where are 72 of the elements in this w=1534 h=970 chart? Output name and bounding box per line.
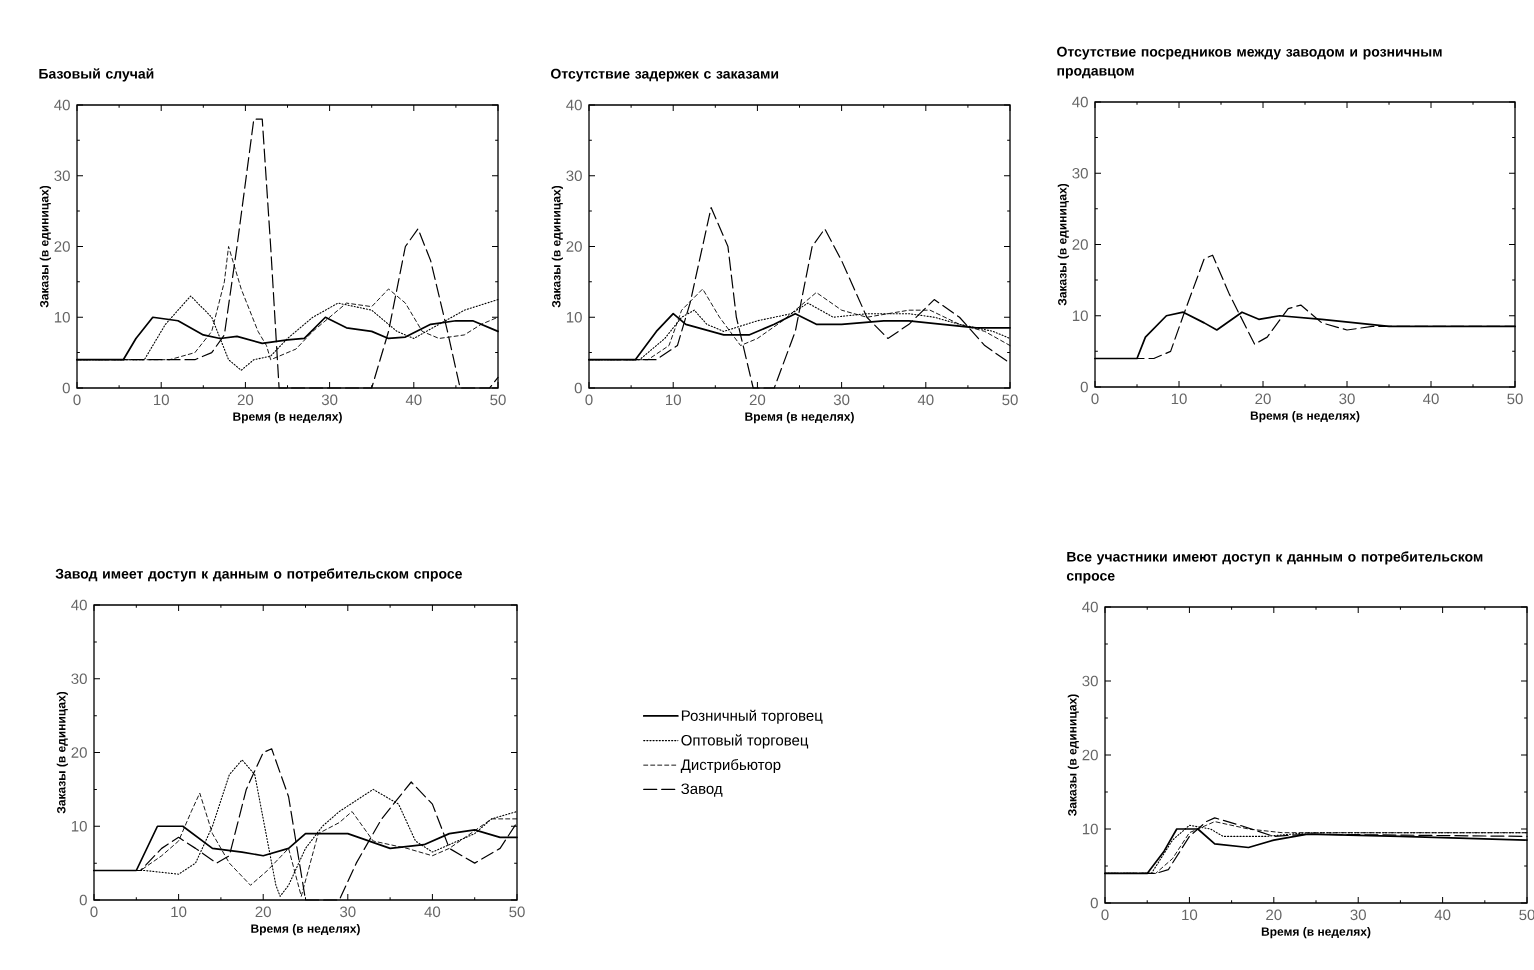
y-tick-label: 30: [54, 170, 70, 182]
y-tick-label: 10: [566, 311, 582, 323]
x-tick-label: 10: [154, 394, 169, 406]
x-tick-label: 20: [237, 394, 254, 406]
x-axis-title: Время (в неделях): [233, 412, 342, 424]
legend-label: Розничный торговец: [681, 709, 823, 724]
x-tick-label: 30: [1350, 909, 1366, 921]
x-axis-title: Время (в неделях): [1261, 927, 1371, 939]
x-tick-label: 20: [255, 906, 271, 918]
x-axis-title: Время (в неделях): [745, 412, 854, 424]
x-tick-label: 10: [666, 394, 681, 406]
x-tick-label: 50: [1507, 393, 1523, 405]
x-tick-label: 30: [833, 394, 850, 406]
x-tick-label: 10: [1171, 393, 1187, 405]
x-tick-label: 50: [1002, 394, 1018, 406]
y-tick-label: 30: [566, 170, 582, 182]
x-tick-label: 0: [90, 906, 98, 918]
x-tick-label: 30: [340, 906, 356, 918]
y-tick-label: 20: [1072, 239, 1088, 250]
y-tick-label: 0: [1080, 381, 1088, 393]
y-tick-label: 30: [71, 673, 87, 685]
x-tick-label: 50: [509, 906, 525, 918]
y-tick-label: 0: [62, 382, 70, 394]
chart-title: Отсутствие посредников между заводом и розничным продавцом: [1057, 46, 1442, 79]
chart-title: Базовый случай: [39, 68, 154, 82]
y-axis-title: Заказы (в единицах): [39, 185, 51, 308]
chart-title: Отсутствие задержек с заказами: [551, 68, 779, 82]
x-tick-label: 0: [1101, 909, 1109, 921]
legend-label: Завод: [681, 783, 723, 797]
x-tick-label: 40: [405, 394, 422, 406]
x-axis-title: Время (в неделях): [251, 924, 360, 936]
y-tick-label: 10: [1072, 310, 1088, 322]
x-tick-label: 10: [171, 906, 187, 918]
y-axis-title: Заказы (в единицах): [1057, 183, 1069, 306]
x-tick-label: 30: [321, 394, 338, 406]
y-tick-label: 10: [71, 820, 87, 832]
y-tick-label: 30: [1072, 167, 1088, 179]
x-tick-label: 10: [1182, 909, 1198, 921]
y-axis-title: Заказы (в единицах): [551, 185, 563, 308]
x-tick-label: 50: [490, 394, 506, 406]
x-tick-label: 50: [1519, 909, 1534, 921]
y-tick-label: 40: [1082, 601, 1098, 613]
x-tick-label: 40: [424, 906, 441, 918]
x-tick-label: 40: [1423, 393, 1439, 405]
y-tick-label: 10: [54, 311, 70, 323]
x-tick-label: 20: [749, 394, 766, 406]
y-tick-label: 20: [71, 747, 87, 758]
y-tick-label: 20: [1082, 749, 1098, 761]
x-tick-label: 20: [1255, 393, 1271, 405]
y-tick-label: 0: [574, 382, 582, 394]
chart-title: Все участники имеют доступ к данным о потребительском спросе: [1066, 551, 1483, 584]
legend-label: Оптовый торговец: [681, 734, 809, 749]
y-tick-label: 0: [1090, 897, 1098, 909]
y-tick-label: 20: [54, 241, 70, 252]
legend-label: Дистрибьютор: [680, 758, 781, 774]
x-tick-label: 0: [585, 394, 593, 406]
y-tick-label: 10: [1082, 823, 1098, 835]
x-tick-label: 40: [1434, 909, 1451, 921]
chart-title: Завод имеет доступ к данным о потребительском спросе: [55, 568, 462, 582]
y-tick-label: 40: [566, 99, 582, 111]
x-axis-title: Время (в неделях): [1250, 411, 1360, 423]
y-tick-label: 40: [54, 99, 70, 111]
y-axis-title: Заказы (в единицах): [56, 691, 68, 814]
y-tick-label: 40: [1072, 96, 1088, 108]
x-tick-label: 30: [1339, 393, 1355, 405]
x-tick-label: 20: [1266, 909, 1282, 921]
x-tick-label: 40: [917, 394, 934, 406]
y-tick-label: 0: [79, 894, 87, 906]
y-tick-label: 20: [566, 241, 582, 252]
y-axis-title: Заказы (в единицах): [1067, 694, 1079, 816]
y-tick-label: 30: [1082, 675, 1098, 687]
y-tick-label: 40: [71, 599, 87, 611]
